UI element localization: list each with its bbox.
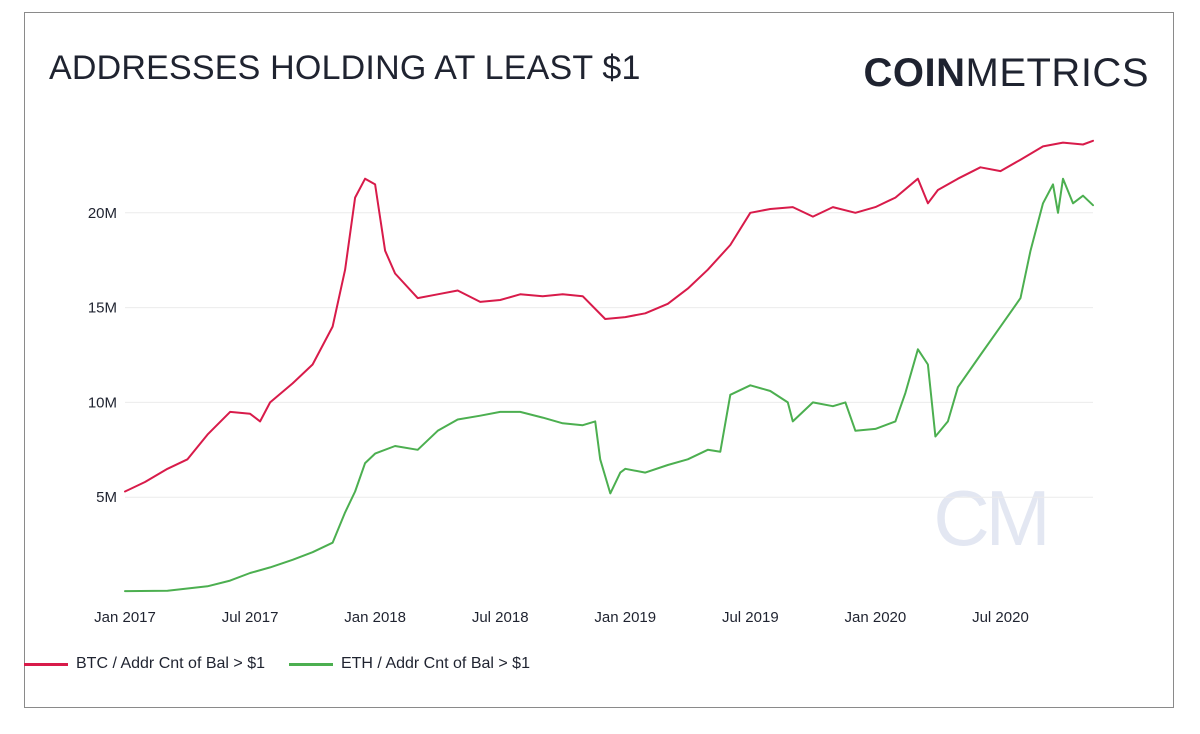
legend-label-eth: ETH / Addr Cnt of Bal > $1 xyxy=(340,655,530,672)
x-tick-label: Jan 2020 xyxy=(845,609,907,626)
x-tick-label: Jan 2018 xyxy=(344,609,406,626)
legend-swatch-btc xyxy=(24,662,68,666)
x-tick-label: Jul 2018 xyxy=(472,609,529,626)
logo-light-text: METRICS xyxy=(965,51,1149,95)
chart-title: ADDRESSES HOLDING AT LEAST $1 xyxy=(49,49,641,87)
y-tick-label: 20M xyxy=(88,205,117,222)
legend-item-eth: ETH / Addr Cnt of Bal > $1 xyxy=(288,655,530,673)
x-tick-label: Jan 2019 xyxy=(594,609,656,626)
cm-watermark: CM xyxy=(933,474,1046,562)
y-tick-label: 10M xyxy=(88,394,117,411)
chart-legend: BTC / Addr Cnt of Bal > $1 ETH / Addr Cn… xyxy=(24,655,554,673)
y-tick-label: 15M xyxy=(88,300,117,317)
eth-series-line xyxy=(124,177,1094,593)
y-tick-label: 5M xyxy=(96,489,117,506)
legend-item-btc: BTC / Addr Cnt of Bal > $1 xyxy=(24,655,265,673)
chart-frame: ADDRESSES HOLDING AT LEAST $1 COINMETRIC… xyxy=(24,12,1174,708)
x-tick-label: Jul 2019 xyxy=(722,609,779,626)
x-tick-label: Jan 2017 xyxy=(94,609,156,626)
legend-swatch-eth xyxy=(288,662,333,666)
coinmetrics-logo: COINMETRICS xyxy=(864,51,1150,96)
x-tick-label: Jul 2017 xyxy=(222,609,279,626)
x-tick-label: Jul 2020 xyxy=(972,609,1029,626)
legend-label-btc: BTC / Addr Cnt of Bal > $1 xyxy=(76,655,265,672)
btc-series-line xyxy=(124,139,1094,493)
logo-bold-text: COIN xyxy=(863,51,966,95)
